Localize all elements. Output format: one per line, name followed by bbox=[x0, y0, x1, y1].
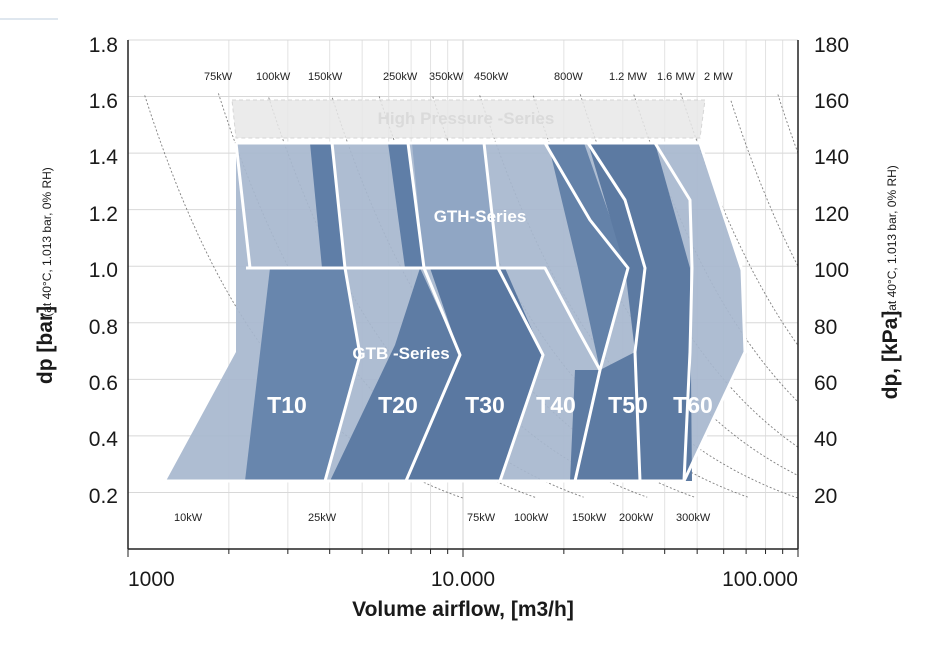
y-axis-title-left-text: dp [bar] bbox=[34, 306, 57, 384]
y-tick-label: 1.2 bbox=[89, 203, 118, 226]
region-label-t40: T40 bbox=[536, 392, 576, 418]
y-axis-note-left: (at 40°C, 1.013 bar, 0% RH) bbox=[40, 167, 54, 317]
power-label: 150kW bbox=[308, 71, 343, 83]
x-tick-label: 10.000 bbox=[431, 568, 495, 591]
gtb-series-label: GTB -Series bbox=[352, 344, 449, 363]
y-tick-label: 60 bbox=[814, 372, 837, 395]
power-label: 800W bbox=[554, 71, 583, 83]
y-tick-label: 1.0 bbox=[89, 259, 118, 282]
power-labels-bottom: 10kW 25kW 75kW 100kW 150kW 200kW 300kW bbox=[174, 512, 711, 524]
y-tick-label: 140 bbox=[814, 146, 849, 169]
power-label: 300kW bbox=[676, 512, 711, 524]
power-label: 1.2 MW bbox=[609, 71, 648, 83]
y-tick-label: 1.6 bbox=[89, 90, 118, 113]
power-label: 250kW bbox=[383, 71, 418, 83]
y-tick-label: 1.8 bbox=[89, 34, 118, 57]
y-tick-labels-left: 1.8 1.6 1.4 1.2 1.0 0.8 0.6 0.4 0.2 bbox=[89, 34, 119, 508]
y-axis-note-right: (at 40°C, 1.013 bar, 0% RH) bbox=[885, 165, 899, 315]
y-tick-label: 160 bbox=[814, 90, 849, 113]
y-axis-title-left: dp [bar] (at 40°C, 1.013 bar, 0% RH) bbox=[34, 167, 57, 384]
power-curve bbox=[730, 100, 799, 267]
y-axis-title-right-text: dp, [kPa] bbox=[879, 311, 902, 400]
y-tick-label: 0.2 bbox=[89, 485, 118, 508]
power-curve bbox=[532, 95, 799, 476]
region-label-t50: T50 bbox=[608, 392, 648, 418]
gth-region-mid bbox=[412, 143, 498, 268]
x-tick-labels: 1000 10.000 100.000 bbox=[128, 568, 798, 591]
y-tick-label: 80 bbox=[814, 316, 837, 339]
x-axis-title: Volume airflow, [m3/h] bbox=[352, 598, 574, 621]
power-labels-top: 75kW 100kW 150kW 250kW 350kW 450kW 800W … bbox=[204, 71, 733, 83]
region-boundaries bbox=[166, 141, 747, 483]
power-label: 100kW bbox=[256, 71, 291, 83]
region-label-t20: T20 bbox=[378, 392, 418, 418]
y-tick-labels-right: 180 160 140 120 100 80 60 40 20 bbox=[814, 34, 849, 508]
region-label-t60: T60 bbox=[673, 392, 713, 418]
y-tick-label: 40 bbox=[814, 428, 837, 451]
y-tick-label: 0.6 bbox=[89, 372, 118, 395]
gth-band-t20 bbox=[388, 143, 424, 268]
power-label: 75kW bbox=[467, 512, 496, 524]
x-tick-marks bbox=[127, 549, 799, 557]
power-label: 1.6 MW bbox=[657, 71, 696, 83]
gth-series-label: GTH-Series bbox=[434, 207, 527, 226]
region-label-t30: T30 bbox=[465, 392, 505, 418]
y-tick-label: 20 bbox=[814, 485, 837, 508]
power-label: 10kW bbox=[174, 512, 203, 524]
y-tick-label: 180 bbox=[814, 34, 849, 57]
power-label: 150kW bbox=[572, 512, 607, 524]
x-tick-label: 100.000 bbox=[722, 568, 798, 591]
power-label: 450kW bbox=[474, 71, 509, 83]
high-pressure-series-label: High Pressure -Series bbox=[378, 109, 555, 128]
gth-band-t40 bbox=[548, 143, 628, 370]
y-tick-label: 0.8 bbox=[89, 316, 118, 339]
gtb-band-t50 bbox=[570, 352, 640, 481]
high-pressure-band bbox=[231, 99, 706, 139]
power-label: 25kW bbox=[308, 512, 337, 524]
power-label: 200kW bbox=[619, 512, 654, 524]
y-tick-label: 120 bbox=[814, 203, 849, 226]
gtb-band-t10 bbox=[245, 268, 360, 481]
power-label: 2 MW bbox=[704, 71, 733, 83]
power-curve bbox=[777, 94, 799, 154]
power-label: 75kW bbox=[204, 71, 233, 83]
power-label: 100kW bbox=[514, 512, 549, 524]
y-tick-label: 1.4 bbox=[89, 146, 119, 169]
gth-band-t10 bbox=[310, 143, 345, 268]
gtb-band-t30 bbox=[406, 268, 543, 481]
y-axis-title-right: dp, [kPa] (at 40°C, 1.013 bar, 0% RH) bbox=[879, 165, 902, 399]
power-label: 350kW bbox=[429, 71, 464, 83]
y-tick-label: 100 bbox=[814, 259, 849, 282]
x-tick-label: 1000 bbox=[128, 568, 175, 591]
region-label-t10: T10 bbox=[267, 392, 307, 418]
y-tick-label: 0.4 bbox=[89, 428, 119, 451]
